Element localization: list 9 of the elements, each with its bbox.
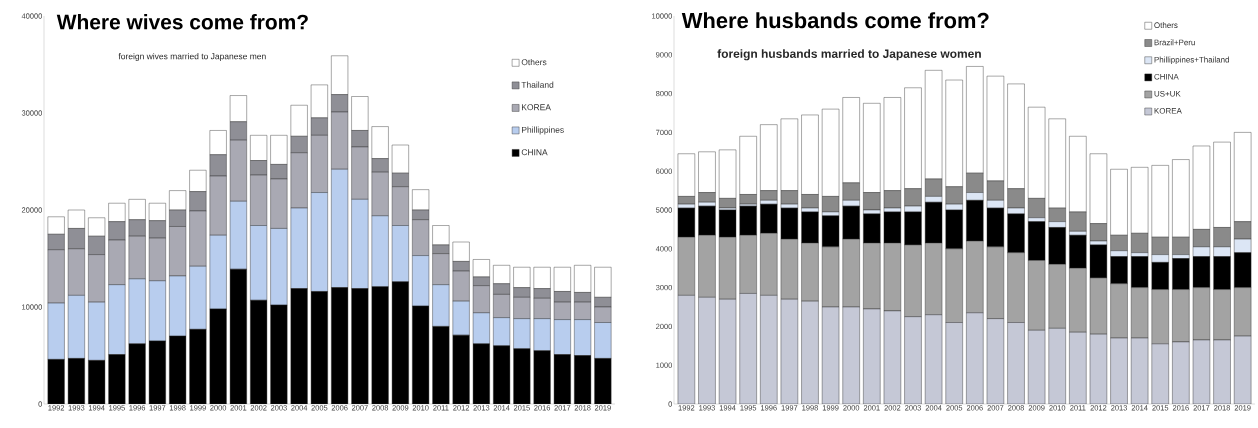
legend-label: Phillippines bbox=[521, 126, 564, 135]
chart-title: Where wives come from? bbox=[56, 14, 308, 30]
legend-label: CHINA bbox=[521, 149, 548, 156]
text: foreign husbands married to Japanese women bbox=[717, 49, 981, 61]
legend-label: Thailand bbox=[521, 81, 554, 88]
legend-label: Others bbox=[521, 58, 547, 66]
legend-label: KOREA bbox=[521, 104, 551, 111]
chart-title: Where husbands come from? bbox=[681, 12, 989, 29]
text: foreign wives married to Japanese men bbox=[118, 53, 266, 61]
